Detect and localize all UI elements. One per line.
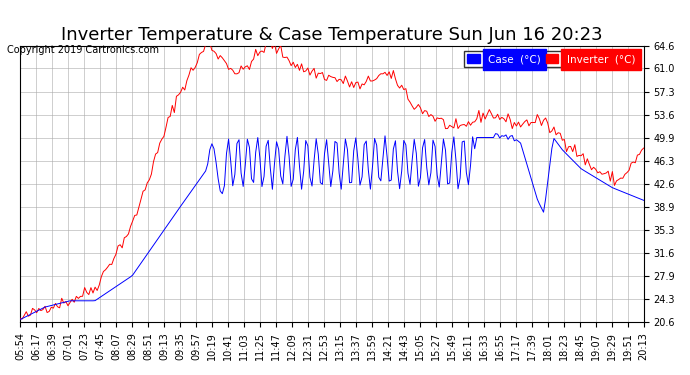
Text: Copyright 2019 Cartronics.com: Copyright 2019 Cartronics.com: [7, 45, 159, 55]
Title: Inverter Temperature & Case Temperature Sun Jun 16 20:23: Inverter Temperature & Case Temperature …: [61, 26, 602, 44]
Legend: Case  (°C), Inverter  (°C): Case (°C), Inverter (°C): [464, 51, 638, 68]
